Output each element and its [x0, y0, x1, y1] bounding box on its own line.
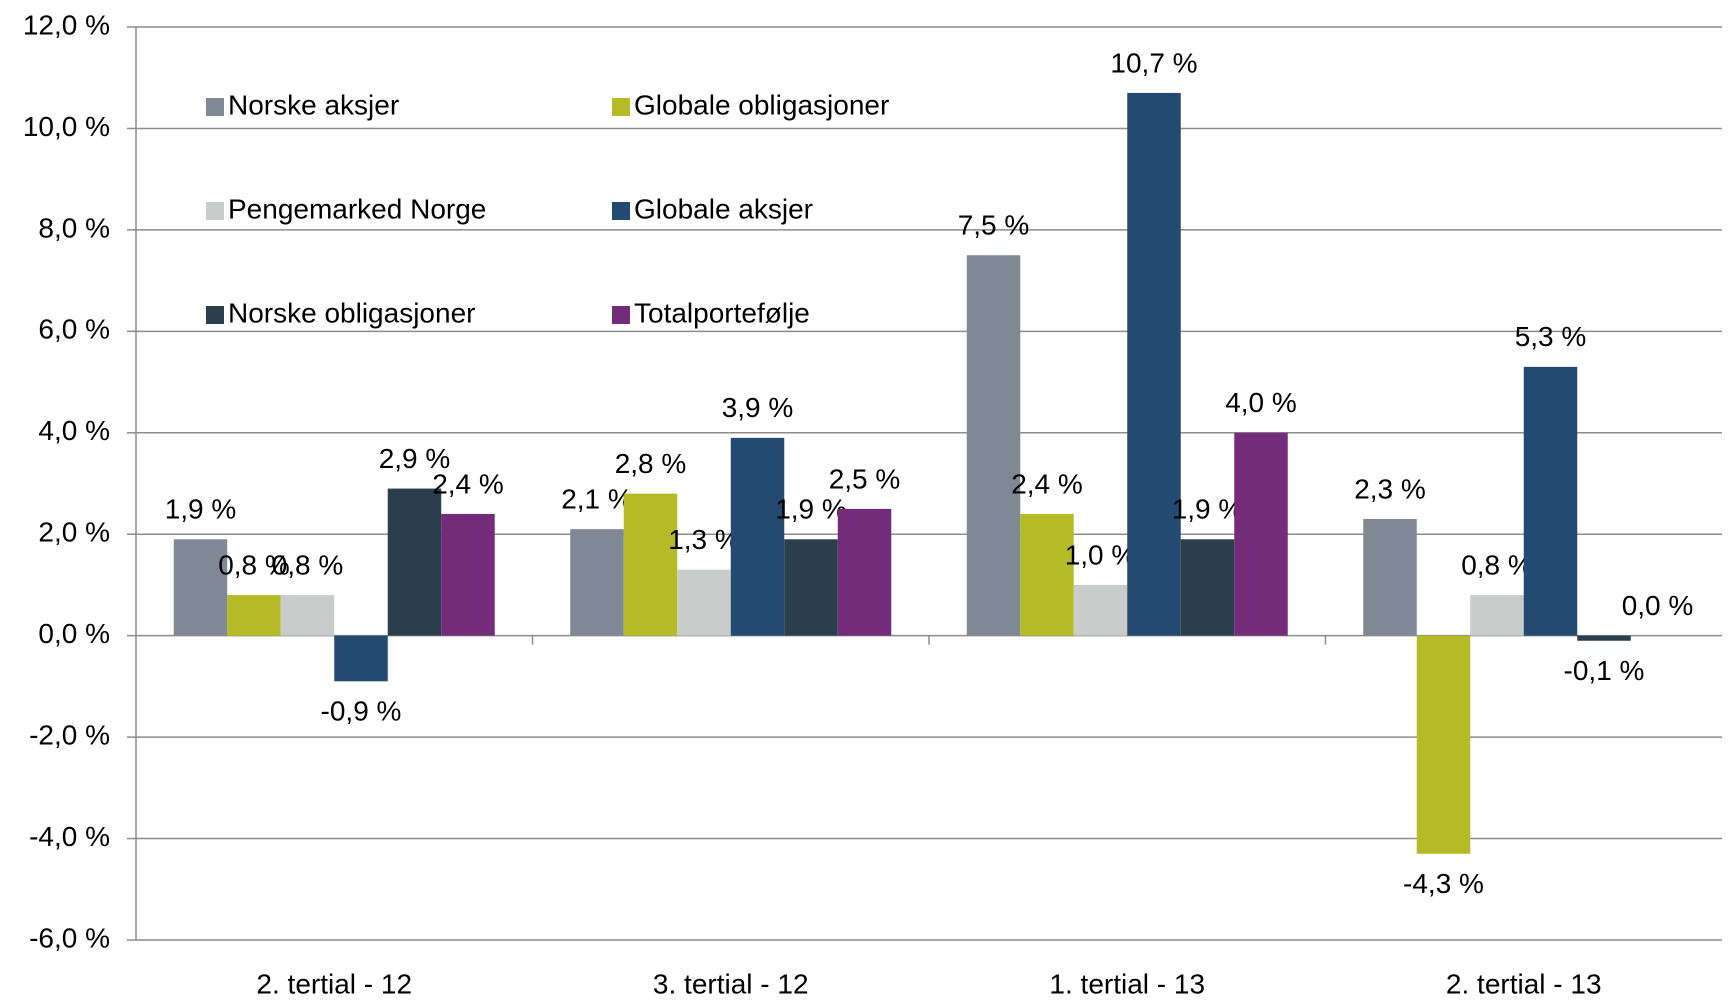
bar — [441, 513, 495, 636]
data-label: 2,4 % — [432, 468, 504, 499]
y-tick-label: 6,0 % — [38, 314, 110, 345]
legend-label: Pengemarked Norge — [228, 193, 486, 224]
bar — [1416, 635, 1471, 854]
bar — [1127, 92, 1181, 636]
data-label: 1,9 % — [775, 494, 847, 525]
legend-label: Totalportefølje — [634, 297, 810, 328]
bar — [966, 255, 1021, 636]
legend-swatch — [206, 98, 224, 116]
data-label: -0,9 % — [321, 696, 402, 727]
bar — [730, 437, 785, 636]
y-tick-label: 8,0 % — [38, 212, 110, 243]
legend-label: Norske aksjer — [228, 89, 399, 120]
bar — [227, 595, 281, 636]
bar — [387, 488, 442, 636]
data-label: 0,8 % — [272, 549, 344, 580]
legend-swatch — [206, 202, 224, 220]
bar — [1073, 584, 1128, 636]
data-label: 10,7 % — [1110, 47, 1197, 78]
bar — [1523, 366, 1578, 636]
data-label: 3,9 % — [722, 392, 794, 423]
y-tick-label: 10,0 % — [23, 111, 110, 142]
data-label: -0,1 % — [1564, 655, 1645, 686]
data-label: 5,3 % — [1515, 321, 1587, 352]
bar — [623, 493, 678, 636]
bar — [1577, 635, 1631, 641]
x-tick-label: 2. tertial - 12 — [256, 968, 412, 999]
bar — [570, 529, 624, 636]
data-label: 7,5 % — [958, 210, 1030, 241]
legend-label: Norske obligasjoner — [228, 297, 475, 328]
y-tick-label: 4,0 % — [38, 415, 110, 446]
data-label: 2,3 % — [1354, 473, 1426, 504]
bar — [1180, 539, 1235, 636]
y-tick-label: 0,0 % — [38, 618, 110, 649]
bar — [280, 595, 335, 636]
data-label: 4,0 % — [1225, 387, 1297, 418]
data-label: 2,9 % — [379, 443, 451, 474]
legend-swatch — [612, 202, 630, 220]
y-tick-label: 12,0 % — [23, 9, 110, 40]
bar — [1020, 513, 1074, 636]
y-tick-label: -6,0 % — [29, 922, 110, 953]
data-label: 1,9 % — [165, 494, 237, 525]
legend-label: Globale aksjer — [634, 193, 813, 224]
bar — [334, 635, 388, 682]
x-tick-label: 2. tertial - 13 — [1446, 968, 1602, 999]
data-label: 2,1 % — [561, 484, 633, 515]
data-label: 1,9 % — [1172, 494, 1244, 525]
data-label: 0,0 % — [1622, 590, 1694, 621]
data-label: 2,5 % — [829, 463, 901, 494]
bar — [837, 508, 892, 636]
bar — [677, 569, 731, 636]
data-label: 2,8 % — [615, 448, 687, 479]
legend-swatch — [612, 306, 630, 324]
data-label: 1,0 % — [1065, 539, 1137, 570]
data-label: 0,8 % — [218, 549, 290, 580]
data-label: 1,3 % — [668, 524, 740, 555]
bar — [173, 539, 228, 636]
y-tick-label: 2,0 % — [38, 517, 110, 548]
bar — [1234, 432, 1288, 636]
data-label: -4,3 % — [1403, 868, 1484, 899]
legend-swatch — [612, 98, 630, 116]
data-label: 2,4 % — [1011, 468, 1083, 499]
y-tick-label: -2,0 % — [29, 720, 110, 751]
data-label: 0,8 % — [1461, 549, 1533, 580]
bar — [1470, 595, 1524, 636]
x-tick-label: 1. tertial - 13 — [1049, 968, 1205, 999]
x-tick-label: 3. tertial - 12 — [653, 968, 809, 999]
bar — [784, 539, 838, 636]
bar — [1363, 519, 1417, 636]
legend-swatch — [206, 306, 224, 324]
legend-label: Globale obligasjoner — [634, 89, 889, 120]
y-tick-label: -4,0 % — [29, 821, 110, 852]
